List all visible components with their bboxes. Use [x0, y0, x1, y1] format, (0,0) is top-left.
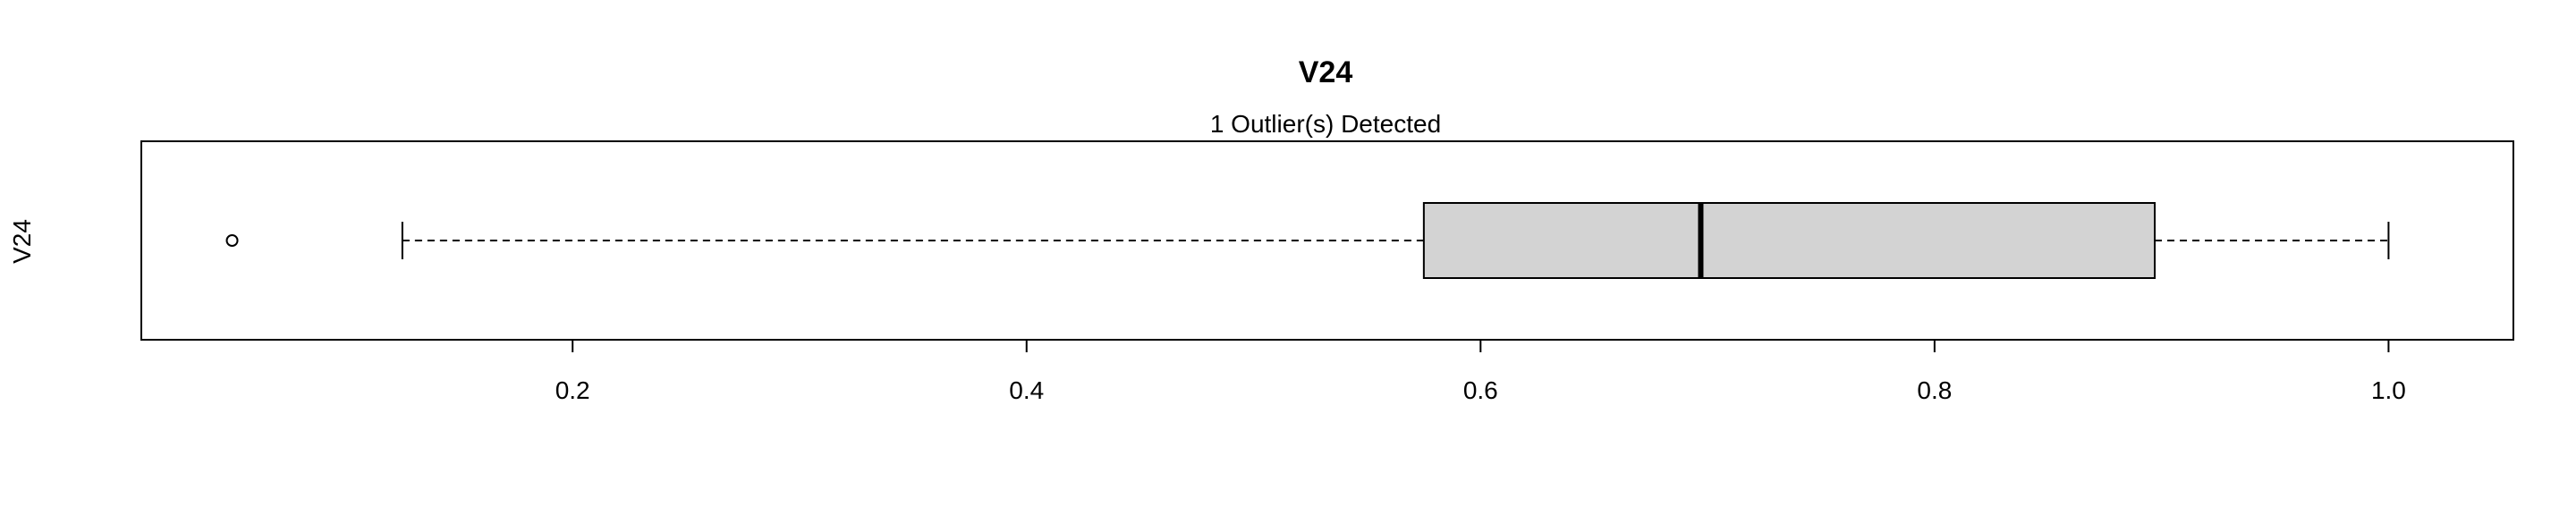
x-tick-label: 0.6: [1463, 376, 1498, 404]
x-tick-label: 0.8: [1917, 376, 1952, 404]
box-marks: [225, 202, 2390, 279]
outlier-point: [225, 234, 239, 247]
chart-subtitle: 1 Outlier(s) Detected: [1210, 110, 1441, 138]
x-tick-label: 0.4: [1009, 376, 1044, 404]
interquartile-box: [1422, 202, 2157, 279]
y-axis-label: V24: [8, 219, 36, 264]
x-axis: 0.2 0.4 0.6 0.8 1.0: [555, 339, 2406, 404]
chart-title: V24: [1299, 55, 1353, 89]
x-tick-label: 1.0: [2371, 376, 2406, 404]
x-tick-label: 0.2: [555, 376, 590, 404]
